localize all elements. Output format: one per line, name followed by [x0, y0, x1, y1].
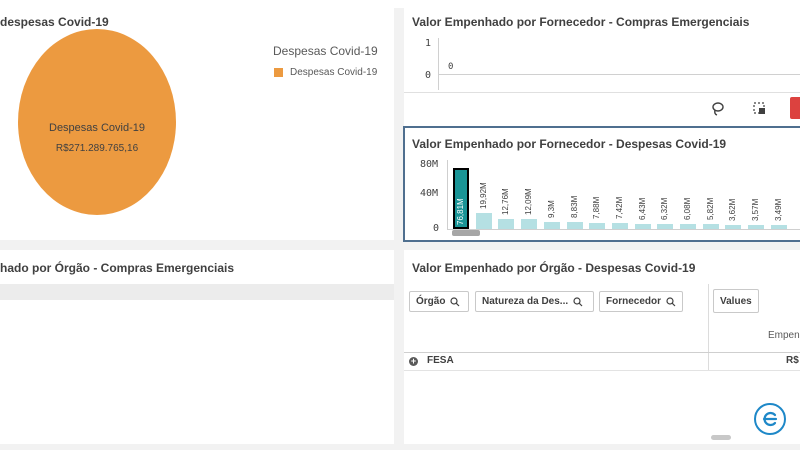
filter-fornecedor-label: Fornecedor	[606, 296, 662, 307]
bar-11[interactable]	[680, 224, 696, 229]
bar-label-4: 12,09M	[524, 188, 534, 216]
bar-5[interactable]	[543, 221, 560, 229]
mini-y-axis	[438, 38, 439, 90]
compras-orgao-header-row	[0, 284, 394, 300]
expand-icon[interactable]: +	[409, 356, 418, 366]
bar-label-8: 7,42M	[614, 196, 624, 220]
top-strip	[0, 0, 800, 8]
bar-7[interactable]	[589, 222, 606, 229]
y-tick-40M: 40M	[420, 188, 439, 199]
pie-slice[interactable]	[18, 29, 176, 215]
lasso-icon[interactable]	[705, 96, 731, 122]
bar-14[interactable]	[748, 225, 765, 229]
bar-8[interactable]	[611, 223, 628, 229]
row-label-fesa: FESA	[427, 355, 454, 366]
y-axis	[447, 160, 448, 230]
despesas-orgao-panel: Valor Empenhado por Órgão - Despesas Cov…	[404, 250, 800, 444]
bar-13[interactable]	[725, 225, 742, 229]
y-tick-80M: 80M	[420, 159, 439, 170]
pie-slice-label: Despesas Covid-19	[49, 122, 145, 134]
bar-3[interactable]	[498, 218, 515, 229]
pie-slice-value: R$271.289.765,16	[55, 143, 139, 154]
bar-6[interactable]	[566, 221, 583, 229]
pie-panel-title: despesas Covid-19	[0, 15, 109, 29]
bar-label-2: 19,92M	[478, 182, 488, 210]
mini-y-tick-bottom: 0	[425, 70, 432, 81]
bar-label-7: 7,88M	[592, 196, 602, 219]
filter-orgao-label: Órgão	[416, 296, 446, 307]
bar-label-13: 3,62M	[728, 198, 738, 221]
search-icon	[666, 296, 676, 306]
values-button-label: Values	[720, 295, 752, 307]
chart-scrollbar[interactable]	[452, 230, 480, 236]
bar-4[interactable]	[521, 219, 538, 229]
selection-toolbar	[404, 92, 800, 127]
x-axis	[447, 229, 800, 230]
mini-x-axis	[438, 74, 800, 75]
filter-orgao[interactable]: Órgão	[409, 291, 469, 312]
bar-label-14: 3,57M	[751, 198, 761, 221]
table-row[interactable]	[404, 353, 800, 371]
column-divider	[708, 284, 709, 370]
bar-12[interactable]	[702, 224, 719, 229]
compras-orgao-title: hado por Órgão - Compras Emergenciais	[0, 261, 235, 275]
y-tick-0: 0	[433, 223, 440, 234]
bar-label-10: 6,32M	[660, 197, 670, 220]
bar-15[interactable]	[770, 225, 787, 229]
bar-10[interactable]	[657, 223, 674, 229]
bar-9[interactable]	[634, 223, 651, 229]
bar-label-6: 8,83M	[569, 195, 579, 218]
mini-y-tick-top: 1	[425, 38, 432, 49]
bar-label-5: 9,3M	[546, 199, 556, 218]
bar-label-3: 12,76M	[501, 188, 511, 215]
bar-2[interactable]	[475, 213, 492, 229]
compras-fornecedor-title: Valor Empenhado por Fornecedor - Compras…	[412, 15, 750, 29]
filter-natureza-label: Natureza da Des...	[482, 296, 569, 307]
bar-label-15: 3,49M	[773, 198, 783, 221]
search-icon	[450, 296, 460, 306]
column-header-empenhado: Empen	[768, 330, 800, 341]
table-scrollbar[interactable]	[711, 435, 731, 440]
pie-legend-swatch	[274, 68, 283, 77]
despesas-fornecedor-title: Valor Empenhado por Fornecedor - Despesa…	[412, 137, 727, 151]
pie-legend-item[interactable]: Despesas Covid-19	[290, 67, 378, 78]
confirm-red-button[interactable]	[790, 97, 800, 119]
bar-label-11: 6,08M	[683, 197, 692, 221]
select-area-icon[interactable]	[747, 96, 773, 122]
despesas-orgao-title: Valor Empenhado por Órgão - Despesas Cov…	[412, 261, 696, 275]
compras-orgao-panel: hado por Órgão - Compras Emergenciais	[0, 250, 394, 444]
despesas-fornecedor-panel: Valor Empenhado por Fornecedor - Despesa…	[403, 126, 800, 242]
values-button[interactable]: Values	[713, 289, 759, 313]
mini-value-label: 0	[448, 62, 454, 72]
filter-fornecedor[interactable]: Fornecedor	[599, 291, 683, 312]
logo-icon	[754, 403, 786, 435]
compras-fornecedor-panel: Valor Empenhado por Fornecedor - Compras…	[404, 8, 800, 92]
filter-natureza[interactable]: Natureza da Des...	[475, 291, 594, 312]
bar-label-1: 76,81M	[456, 198, 465, 225]
table-header-divider	[404, 352, 800, 353]
bar-1[interactable]	[453, 167, 469, 229]
search-icon	[573, 296, 583, 306]
row-value: R$	[786, 355, 799, 366]
pie-legend-title: Despesas Covid-19	[273, 44, 378, 58]
bar-label-9: 6,43M	[637, 197, 647, 220]
bar-label-12: 5,82M	[705, 198, 715, 221]
